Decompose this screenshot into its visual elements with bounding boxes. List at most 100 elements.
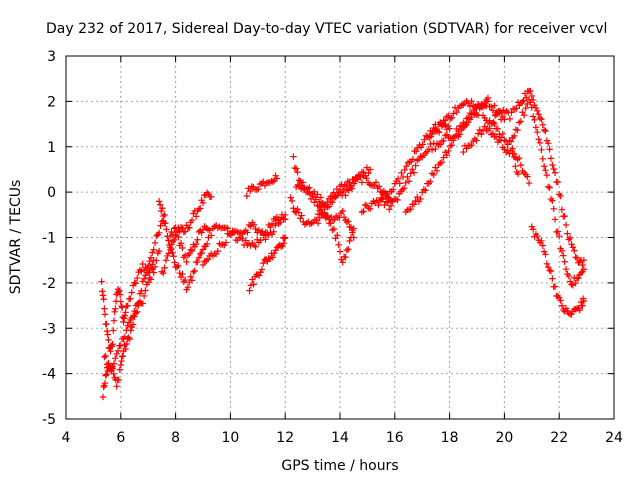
data-point	[172, 232, 179, 239]
data-point	[486, 125, 493, 132]
data-point	[453, 108, 460, 116]
data-point	[517, 118, 525, 125]
x-tick-label: 10	[221, 430, 239, 446]
data-point	[282, 211, 289, 219]
data-point	[122, 345, 129, 353]
data-point	[121, 315, 128, 322]
data-point	[255, 185, 262, 193]
data-point	[400, 184, 408, 192]
data-point	[379, 195, 386, 202]
data-point	[312, 196, 320, 203]
data-point	[407, 205, 414, 213]
data-point	[187, 246, 194, 253]
data-point	[270, 228, 277, 236]
data-point	[471, 110, 479, 118]
data-point	[109, 341, 116, 348]
data-point	[115, 376, 122, 384]
data-point	[116, 366, 123, 373]
data-point	[132, 280, 140, 287]
data-point	[186, 250, 193, 257]
data-point	[117, 342, 124, 349]
data-point	[438, 122, 446, 130]
data-point	[492, 133, 500, 140]
data-point	[127, 295, 134, 302]
data-point	[129, 321, 137, 328]
data-point	[576, 258, 583, 265]
data-marks	[98, 87, 588, 401]
data-point	[372, 179, 380, 186]
data-point	[280, 216, 287, 223]
data-point	[134, 274, 141, 282]
data-point	[103, 361, 111, 368]
data-point	[161, 211, 168, 219]
data-point	[501, 116, 508, 123]
data-point	[565, 310, 572, 317]
data-point	[140, 275, 148, 283]
data-point	[113, 383, 120, 390]
data-point	[547, 267, 555, 275]
data-point	[112, 305, 119, 312]
data-point	[139, 260, 146, 268]
data-point	[317, 194, 325, 201]
data-point	[160, 269, 167, 277]
data-point	[383, 190, 390, 198]
data-point	[404, 173, 411, 181]
data-point	[157, 222, 164, 229]
data-point	[208, 232, 215, 239]
data-point	[412, 147, 420, 155]
data-point	[446, 125, 453, 132]
data-point	[343, 218, 351, 226]
data-point	[147, 276, 155, 283]
y-tick-label: 0	[47, 185, 56, 201]
y-tick-label: 2	[47, 94, 56, 110]
data-point	[568, 241, 575, 248]
data-point	[177, 223, 185, 231]
data-point	[437, 141, 444, 148]
data-point	[309, 190, 316, 198]
data-point	[543, 260, 551, 268]
data-point	[128, 289, 135, 296]
data-point	[281, 235, 288, 242]
data-point	[547, 155, 555, 162]
data-point	[208, 193, 215, 200]
data-point	[580, 297, 588, 305]
data-point	[100, 296, 107, 303]
data-point	[373, 197, 380, 204]
data-point	[265, 254, 272, 262]
data-point	[272, 247, 279, 254]
data-point	[135, 299, 142, 307]
data-point	[257, 269, 264, 276]
data-point	[532, 124, 540, 131]
data-point	[110, 327, 117, 334]
data-point	[511, 132, 518, 140]
data-point	[536, 139, 544, 147]
data-point	[155, 229, 163, 237]
data-point	[295, 209, 303, 216]
data-point	[260, 259, 267, 267]
data-point	[173, 228, 181, 236]
data-point	[350, 225, 357, 232]
data-point	[100, 383, 107, 391]
data-point	[199, 246, 207, 253]
data-point	[322, 203, 330, 210]
data-point	[319, 200, 326, 207]
data-point	[550, 165, 557, 173]
data-point	[534, 128, 541, 136]
data-point	[109, 365, 116, 372]
data-point	[263, 230, 271, 238]
data-point	[313, 216, 320, 224]
data-point	[158, 268, 166, 275]
data-point	[527, 99, 534, 106]
data-point	[190, 268, 197, 276]
data-point	[330, 225, 338, 233]
data-point	[358, 179, 366, 186]
data-point	[184, 252, 192, 259]
data-point	[540, 126, 548, 134]
data-point	[163, 226, 170, 233]
data-point	[262, 236, 269, 243]
data-point	[401, 166, 408, 174]
data-point	[335, 189, 342, 196]
data-point	[242, 237, 249, 244]
data-point	[543, 171, 551, 179]
